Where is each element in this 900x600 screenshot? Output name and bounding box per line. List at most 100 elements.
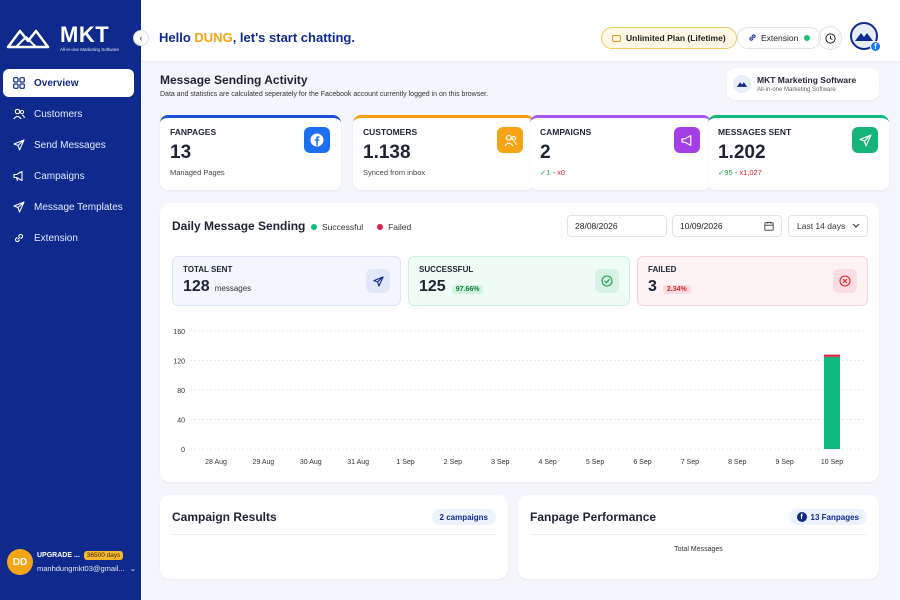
avatar: DD <box>7 549 33 575</box>
stat-value: 1.138 <box>363 142 411 163</box>
user-profile[interactable]: DD UPGRADE ... 36500 days manhdungmkt03@… <box>7 549 137 575</box>
x-tick-label: 1 Sep <box>396 459 414 466</box>
failed-label: FAILED <box>648 265 677 274</box>
failed-count: x0 <box>557 168 566 177</box>
check-circle-icon <box>595 269 619 293</box>
x-tick-label: 5 Sep <box>586 459 604 466</box>
date-to-value: 10/09/2026 <box>680 221 723 231</box>
send-icon <box>13 201 25 213</box>
divider <box>530 534 867 535</box>
stat-label: CAMPAIGNS <box>540 127 592 137</box>
calendar-icon[interactable] <box>764 221 774 233</box>
failed-percent: 2.34% <box>662 285 691 294</box>
fanpage-performance-title: Fanpage Performance <box>530 510 657 524</box>
stat-sub: ✓95 - x1,027 <box>718 168 879 177</box>
greeting-prefix: Hello <box>159 30 195 45</box>
plan-button[interactable]: Unlimited Plan (Lifetime) <box>601 27 737 49</box>
fanpage-performance-panel: Fanpage Performance f 13 Fanpages Total M… <box>518 495 879 579</box>
stat-sub: Managed Pages <box>170 168 225 177</box>
card-icon <box>612 34 621 42</box>
users-icon <box>13 108 25 120</box>
y-tick-label: 160 <box>173 329 185 336</box>
sidebar-item-label: Overview <box>34 77 79 89</box>
stat-card-campaigns[interactable]: CAMPAIGNS 2 ✓1 - x0 <box>530 115 711 190</box>
sidebar-item-extension[interactable]: Extension <box>3 224 134 252</box>
sidebar-item-overview[interactable]: Overview <box>3 69 134 97</box>
stat-value: 1.202 <box>718 142 766 163</box>
y-tick-label: 40 <box>177 418 185 425</box>
top-header: Hello DUNG, let's start chatting. Unlimi… <box>141 0 900 62</box>
x-tick-label: 10 Sep <box>821 459 843 466</box>
campaign-results-title: Campaign Results <box>172 510 277 524</box>
mountain-logo-icon <box>855 33 873 41</box>
stat-card-fanpages[interactable]: FANPAGES 13 Managed Pages <box>160 115 341 190</box>
link-icon <box>13 232 25 244</box>
sidebar-item-label: Extension <box>34 232 78 244</box>
stat-label: CUSTOMERS <box>363 127 418 137</box>
sidebar: MKT All-in-one Marketing Software Overvi… <box>0 0 141 600</box>
bar-failed[interactable] <box>824 354 840 357</box>
greeting: Hello DUNG, let's start chatting. <box>159 30 355 45</box>
user-role: UPGRADE ... <box>37 552 80 559</box>
chevron-left-icon: ‹ <box>139 33 143 43</box>
sidebar-item-label: Message Templates <box>34 201 123 213</box>
logo[interactable]: MKT All-in-one Marketing Software <box>6 24 119 52</box>
history-button[interactable] <box>818 26 842 50</box>
date-range-select[interactable]: Last 14 days <box>788 215 868 237</box>
brand-name: MKT <box>60 22 110 47</box>
software-name: MKT Marketing Software <box>757 75 857 85</box>
user-email: manhdungmkt03@gmail... <box>37 564 125 573</box>
sidebar-item-customers[interactable]: Customers <box>3 100 134 128</box>
x-tick-label: 7 Sep <box>681 459 699 466</box>
activity-title: Message Sending Activity <box>160 73 308 87</box>
stat-value: 2 <box>540 142 551 163</box>
clock-icon <box>824 32 836 44</box>
date-to-input[interactable]: 10/09/2026 <box>672 215 782 237</box>
sidebar-item-label: Send Messages <box>34 139 106 151</box>
legend-successful: Successful <box>311 222 363 232</box>
separator: - <box>732 168 740 177</box>
total-sent-value: 128 <box>183 278 210 295</box>
x-tick-label: 2 Sep <box>444 459 462 466</box>
greeting-user-name: DUNG <box>194 30 233 45</box>
facebook-icon: f <box>870 41 881 52</box>
sidebar-item-message-templates[interactable]: Message Templates <box>3 193 134 221</box>
stat-value: 13 <box>170 142 192 163</box>
stat-card-customers[interactable]: CUSTOMERS 1.138 Synced from inbox <box>353 115 534 190</box>
mountain-logo-icon <box>6 29 50 49</box>
successful-value: 125 <box>419 278 446 295</box>
campaign-results-panel: Campaign Results 2 campaigns <box>160 495 508 579</box>
daily-sending-panel: Daily Message Sending Successful Failed … <box>160 203 879 482</box>
separator: - <box>550 168 558 177</box>
failed-value: 3 <box>648 278 657 295</box>
extension-button[interactable]: Extension <box>737 27 822 49</box>
account-avatar[interactable]: f <box>850 22 881 52</box>
greeting-suffix: , let's start chatting. <box>232 30 355 45</box>
success-count: ✓95 <box>718 168 733 177</box>
total-sent-unit: messages <box>214 284 252 293</box>
success-count: ✓1 <box>540 168 551 177</box>
y-tick-label: 0 <box>181 447 185 454</box>
daily-title: Daily Message Sending <box>172 219 306 233</box>
x-tick-label: 30 Aug <box>300 459 322 466</box>
x-tick-label: 3 Sep <box>491 459 509 466</box>
successful-label: SUCCESSFUL <box>419 265 474 274</box>
sidebar-item-campaigns[interactable]: Campaigns <box>3 162 134 190</box>
x-tick-label: 28 Aug <box>205 459 227 466</box>
sidebar-item-label: Campaigns <box>34 170 85 182</box>
campaigns-badge: 2 campaigns <box>431 509 496 525</box>
sidebar-nav: Overview Customers Send Messages Campaig… <box>3 69 134 255</box>
date-from-value: 28/08/2026 <box>575 221 618 231</box>
legend-label: Failed <box>388 222 412 232</box>
stat-card-messages-sent[interactable]: MESSAGES SENT 1.202 ✓95 - x1,027 <box>708 115 889 190</box>
chevron-down-icon[interactable]: ⌄ <box>129 564 137 573</box>
sidebar-item-label: Customers <box>34 108 83 120</box>
bar-successful[interactable] <box>824 356 840 449</box>
collapse-sidebar-button[interactable]: ‹ <box>133 30 149 46</box>
x-tick-label: 29 Aug <box>252 459 274 466</box>
sidebar-item-send-messages[interactable]: Send Messages <box>3 131 134 159</box>
y-tick-label: 120 <box>173 359 185 366</box>
x-tick-label: 31 Aug <box>347 459 369 466</box>
status-dot <box>804 35 811 41</box>
date-from-input[interactable]: 28/08/2026 <box>567 215 667 237</box>
